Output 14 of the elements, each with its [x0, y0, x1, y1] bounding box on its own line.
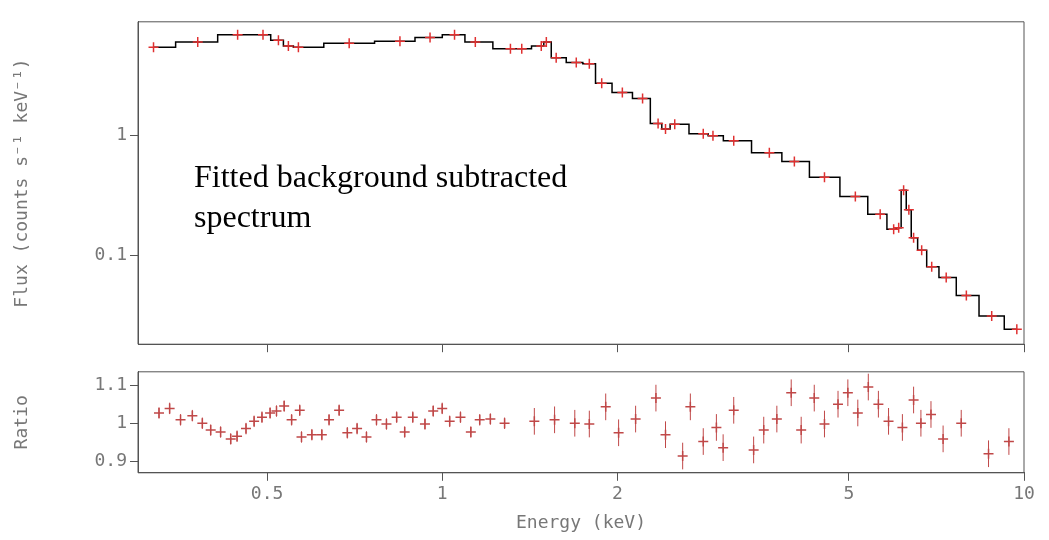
x-tick-label: 0.5	[250, 482, 284, 504]
y-tick-label: 0.1	[94, 242, 127, 264]
annotation: Fitted background subtracted spectrum	[194, 157, 569, 236]
y-tick-label: 0.9	[94, 449, 127, 471]
y-axis-title: Flux (counts s⁻¹ keV⁻¹)	[10, 58, 32, 308]
y-tick-label: 1	[116, 410, 127, 432]
y-tick-label: 1.1	[94, 372, 127, 394]
y-tick-label: 1	[116, 123, 127, 145]
x-tick-label: 10	[1013, 482, 1035, 504]
x-tick-label: 2	[611, 482, 623, 504]
x-tick-label: 5	[843, 482, 855, 504]
y-axis-title: Ratio	[10, 395, 32, 450]
x-tick-label: 1	[436, 482, 448, 504]
x-axis-title: Energy (keV)	[515, 510, 647, 532]
